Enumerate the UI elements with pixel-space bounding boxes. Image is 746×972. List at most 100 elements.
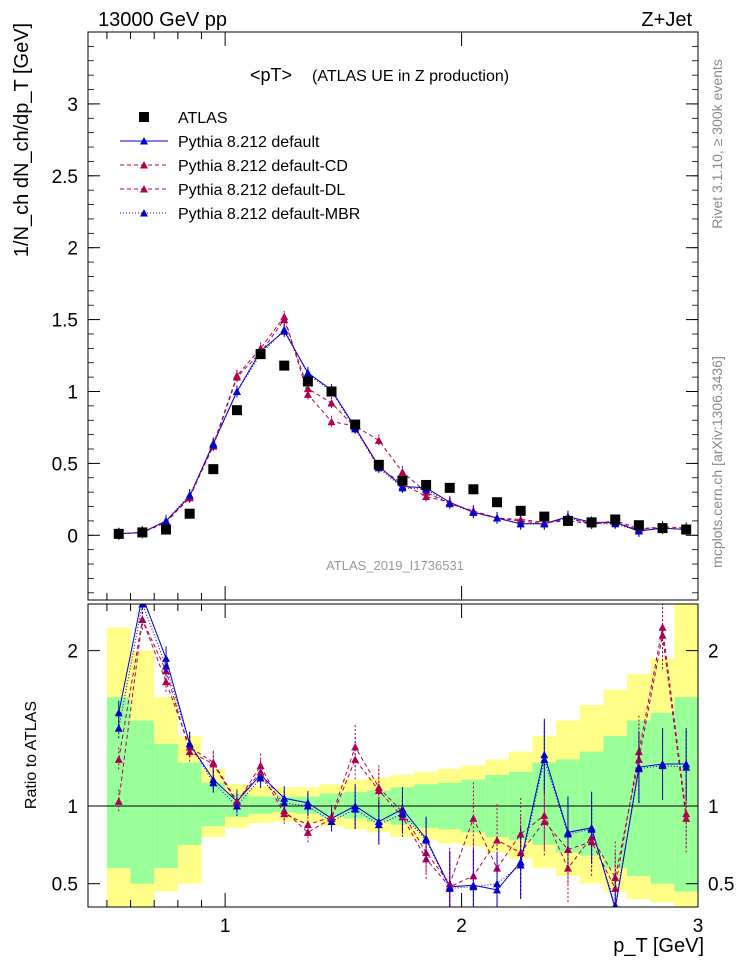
ratio-mc-point (634, 747, 643, 756)
main-ytick-label: 1 (67, 382, 78, 403)
atlas-data-point (610, 514, 621, 525)
atlas-data-point (468, 484, 479, 495)
atlas-data-point (184, 508, 195, 519)
ratio-mc-point (303, 820, 312, 829)
ratio-mc-point (658, 623, 667, 631)
ratio-mc-point (612, 901, 619, 907)
ratio-ytick-label: 2 (67, 642, 78, 663)
energy-label: 13000 GeV pp (98, 9, 227, 31)
legend-marker (140, 209, 148, 217)
legend-label: Pythia 8.212 default-DL (178, 182, 345, 199)
main-ytick-label: 2.5 (52, 167, 78, 188)
main-mc-point (445, 499, 454, 508)
main-ytick-label: 0.5 (52, 454, 78, 475)
main-mc-point (162, 516, 171, 525)
main-mc-point (280, 325, 289, 334)
main-mc-point (516, 519, 525, 528)
main-ytick-label: 2 (67, 239, 78, 260)
atlas-data-point (208, 464, 219, 475)
main-mc-point (374, 436, 383, 444)
main-series-line (118, 315, 687, 535)
main-mc-point (398, 468, 407, 476)
atlas-data-point (681, 524, 692, 535)
ratio-mc-point (256, 761, 265, 770)
ratio-mc-point (469, 814, 478, 822)
main-frame (87, 31, 699, 601)
ratio-frame (87, 603, 699, 908)
rivet-label: Rivet 3.1.10, ≥ 300k events (709, 59, 725, 229)
atlas-data-point (421, 479, 432, 490)
ratio-stat-band (603, 736, 628, 869)
main-mc-point (232, 373, 241, 381)
ratio-mc-point (351, 805, 360, 813)
ratio-curves (114, 604, 691, 907)
ratio-mc-point (114, 755, 123, 763)
atlas-data-point (586, 517, 597, 528)
main-mc-point (280, 315, 289, 324)
ratio-mc-point (516, 861, 525, 869)
ratio-mc-point (303, 828, 312, 836)
ratio-mc-point (563, 829, 572, 838)
ratio-mc-point (682, 809, 691, 818)
ratio-ytick-label: 1 (67, 797, 78, 818)
main-mc-point (422, 492, 431, 500)
main-mc-point (303, 390, 312, 398)
ratio-mc-point (398, 809, 407, 818)
atlas-data-point (633, 520, 644, 531)
xlabel: p_T [GeV] (613, 935, 704, 957)
ratio-mc-point (634, 764, 643, 773)
main-mc-point (398, 483, 407, 492)
ratio-mc-point (209, 778, 218, 787)
legend-label: Pythia 8.212 default-CD (178, 158, 348, 175)
ratio-mc-point (114, 724, 123, 732)
atlas-data-point (302, 376, 313, 387)
atlas-data-point (231, 405, 242, 416)
ratio-mc-point (493, 836, 502, 844)
legend-marker (140, 161, 148, 169)
ratio-mc-point (540, 817, 549, 826)
atlas-data-point (161, 524, 172, 535)
ratio-mc-point (658, 761, 667, 770)
main-mc-point (469, 508, 478, 516)
legend-marker (140, 185, 148, 193)
ratio-ytick-label: 0.5 (52, 875, 78, 896)
ratio-stat-band (248, 796, 273, 814)
ratio-mc-point (114, 708, 123, 717)
legend-label: Pythia 8.212 default (178, 134, 320, 151)
main-series-line (118, 330, 687, 535)
main-mc-point (634, 526, 643, 535)
main-mc-point (327, 398, 336, 407)
atlas-data-point (539, 511, 550, 522)
ratio-mc-point (280, 798, 289, 807)
atlas-data-point (326, 386, 337, 397)
atlas-data-point (562, 515, 573, 526)
ratio-stat-band (106, 697, 131, 869)
main-mc-point (232, 387, 241, 395)
legend: ATLAS Pythia 8.212 default Pythia 8.212 de… (120, 110, 360, 223)
atlas-data-point (657, 523, 668, 534)
ratio-mc-point (351, 755, 360, 763)
ratio-mc-point (516, 848, 525, 857)
ratio-mc-point (185, 747, 194, 756)
ratio-mc-point (280, 794, 289, 802)
atlas-data-point (397, 475, 408, 486)
atlas-data-point (492, 497, 503, 508)
legend-label: ATLAS (178, 110, 228, 127)
ratio-mc-point (114, 797, 123, 805)
ratio-mc-point (563, 845, 572, 854)
ratio-stat-band (130, 720, 155, 884)
ratio-mc-point (209, 760, 218, 768)
atlas-data-point (137, 527, 148, 538)
main-mc-point (493, 514, 502, 522)
analysis-id: ATLAS_2019_I1736531 (326, 558, 464, 573)
ratio-mc-point (303, 802, 312, 810)
atlas-data-point (350, 419, 361, 430)
ratio-mc-point (540, 755, 549, 763)
plot-subtitle: (ATLAS UE in Z production) (312, 68, 509, 85)
main-panel: 0 0.5 1 1.5 2 2.5 3 (52, 31, 699, 601)
main-series-line (118, 328, 687, 535)
ratio-mc-point (232, 802, 241, 810)
mcplots-label: mcplots.cern.ch [arXiv:1306.3436] (709, 356, 725, 568)
ratio-mc-point (162, 677, 171, 686)
